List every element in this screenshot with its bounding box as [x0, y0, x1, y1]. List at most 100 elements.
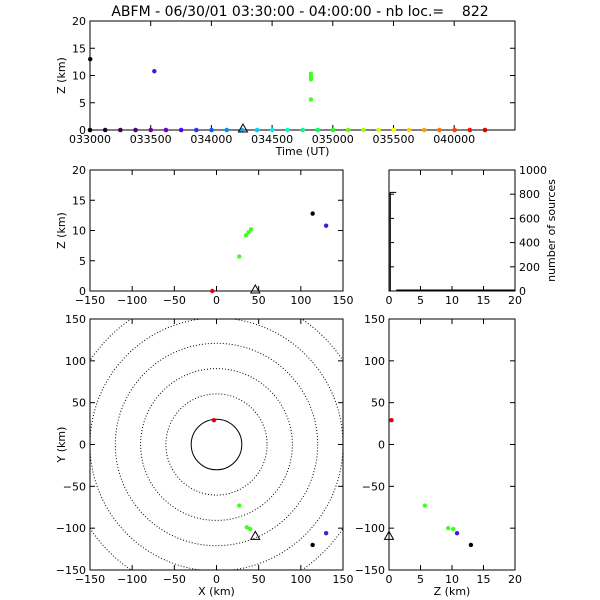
- time-scale-dot: [209, 127, 214, 133]
- data-point: [308, 77, 314, 82]
- data-point: [468, 542, 474, 548]
- x-tick-label: 5: [417, 573, 424, 586]
- data-point: [237, 254, 242, 259]
- x-axis-label: X (km): [198, 585, 235, 598]
- time_height-frame: [89, 20, 516, 131]
- x-tick-label: 15: [477, 573, 491, 586]
- time-scale-dot: [361, 127, 366, 133]
- x-tick-label: −100: [117, 573, 147, 586]
- x-tick-label: 150: [333, 294, 354, 307]
- time-scale-dot: [133, 127, 138, 133]
- x-tick-label: 100: [290, 573, 311, 586]
- x-tick-label: −50: [163, 573, 186, 586]
- x-tick-label: 0: [213, 294, 220, 307]
- data-point: [248, 526, 253, 532]
- data-point: [211, 418, 217, 423]
- station-marker: [249, 530, 261, 540]
- x-tick-label: 0: [213, 573, 220, 586]
- range-ring: [90, 319, 343, 570]
- x-tick-label: 100: [290, 294, 311, 307]
- time-scale-dot: [391, 127, 397, 133]
- time-scale-dot: [315, 127, 321, 133]
- time-scale-dot: [467, 127, 473, 133]
- station-marker: [237, 122, 249, 133]
- data-point: [310, 211, 315, 216]
- x-tick-label: 035000: [312, 133, 354, 146]
- data-point: [310, 542, 315, 548]
- y-tick-label: 0: [79, 285, 86, 298]
- y-tick-label: 100: [364, 355, 385, 368]
- data-point: [237, 503, 242, 508]
- time-scale-dot: [285, 127, 290, 133]
- x-tick-label: 034000: [190, 133, 232, 146]
- y-axis-label: Z (km): [55, 57, 68, 94]
- time-scale-dot: [300, 127, 305, 133]
- data-point: [454, 530, 460, 536]
- x-axis-label: Z (km): [434, 585, 471, 598]
- y-tick-label: −150: [355, 564, 385, 577]
- data-point: [389, 418, 394, 423]
- y-tick-label: 15: [72, 42, 86, 55]
- y-tick-label: 0: [79, 124, 86, 137]
- time-scale-dot: [148, 127, 154, 133]
- y-tick-label: 50: [371, 397, 385, 410]
- x-tick-label: 15: [477, 294, 491, 307]
- x-tick-label: 20: [508, 573, 522, 586]
- plan_view-frame: [89, 318, 344, 571]
- x-tick-label: 50: [252, 573, 266, 586]
- range-ring: [90, 319, 343, 570]
- station-marker: [383, 530, 395, 540]
- time-scale-dot: [452, 127, 457, 133]
- y-tick-label: 150: [65, 313, 86, 326]
- x-tick-label: 10: [445, 573, 459, 586]
- y-axis-label: number of sources: [545, 179, 558, 282]
- x-tick-label: −100: [117, 294, 147, 307]
- time-scale-dot: [376, 127, 381, 133]
- range-ring: [190, 418, 243, 471]
- height_y-frame: [388, 318, 516, 571]
- time-scale-dot: [224, 127, 230, 133]
- y-tick-label: −50: [63, 480, 86, 493]
- data-point: [243, 233, 249, 238]
- y-tick-label: 200: [519, 261, 540, 274]
- x-tick-label: 033000: [69, 133, 111, 146]
- y-tick-label: 600: [519, 212, 540, 225]
- y-tick-label: −50: [362, 480, 385, 493]
- y-tick-label: 0: [519, 285, 526, 298]
- y-axis-label: Y (km): [55, 427, 68, 464]
- x-tick-label: 0: [386, 294, 393, 307]
- x-axis-label: Time (UT): [275, 145, 330, 158]
- y-tick-label: −100: [355, 522, 385, 535]
- range-ring: [140, 368, 293, 521]
- y-tick-label: 100: [65, 355, 86, 368]
- y-tick-label: 5: [79, 255, 86, 268]
- time-scale-dot: [87, 127, 93, 133]
- x-tick-label: −150: [75, 573, 105, 586]
- data-point: [246, 230, 251, 235]
- x-tick-label: 0: [386, 573, 393, 586]
- x-tick-label: 034500: [251, 133, 293, 146]
- y-tick-label: 0: [378, 439, 385, 452]
- time-scale-dot: [345, 127, 351, 133]
- time_height-panel: 033000 033500 034000 034500 035000 035500 0400…: [55, 15, 516, 158]
- y-tick-label: 0: [79, 439, 86, 452]
- x-tick-label: 5: [417, 294, 424, 307]
- data-point: [88, 56, 93, 62]
- data-point: [152, 68, 157, 74]
- time-scale-dot: [482, 127, 488, 133]
- range-ring: [114, 342, 319, 547]
- time-scale-dot: [254, 127, 260, 133]
- y-tick-label: 1000: [519, 164, 547, 177]
- y-tick-label: 800: [519, 188, 540, 201]
- range-rings: [90, 319, 343, 570]
- station-marker: [249, 283, 261, 294]
- time-scale-dot: [178, 127, 184, 133]
- y-tick-label: −150: [56, 564, 86, 577]
- range-ring: [165, 393, 268, 496]
- y-axis-label: Z (km): [55, 212, 68, 249]
- x_height-panel: −150 −100 −50 0 50 100 150 0 5 10 15 20 Z (km): [55, 164, 354, 307]
- time-scale-dot: [194, 127, 199, 133]
- x-tick-label: −150: [75, 294, 105, 307]
- data-point: [446, 525, 451, 531]
